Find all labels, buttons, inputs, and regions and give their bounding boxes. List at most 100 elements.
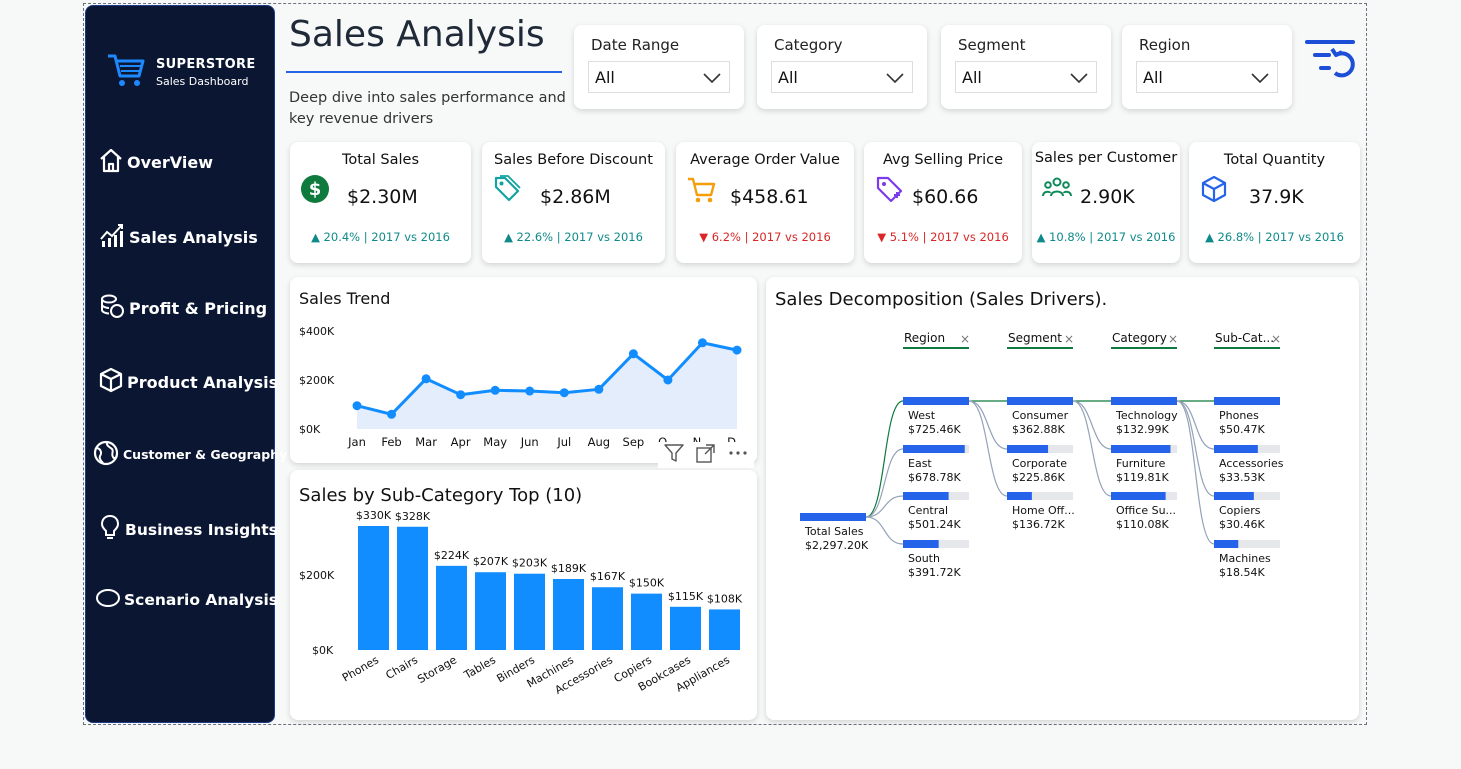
- nav-item-profit-pricing[interactable]: Profit & Pricing: [98, 292, 267, 324]
- kpi-sales-per-customer: Sales per Customer 2.90K ▲ 10.8% | 2017 …: [1032, 142, 1180, 263]
- filter-label: Date Range: [591, 36, 680, 54]
- nav-item-business-insights[interactable]: Business Insights: [98, 513, 278, 547]
- data-point: [732, 345, 742, 355]
- node-label: East: [908, 457, 932, 470]
- bar: [436, 565, 467, 650]
- data-point: [456, 390, 466, 400]
- y-tick-label: $0K: [312, 644, 334, 657]
- data-label: $115K: [668, 590, 704, 603]
- kpi-change: ▼ 6.2% | 2017 vs 2016: [699, 230, 831, 244]
- node-bar: [1111, 492, 1166, 500]
- sales-trend-panel[interactable]: Sales Trend $0K $200K $400K Jan Feb Mar Apr May…: [290, 277, 757, 463]
- data-point: [559, 388, 569, 398]
- kpi-value: $60.66: [912, 186, 979, 208]
- data-point: [352, 401, 362, 411]
- node-value: $725.46K: [908, 423, 961, 436]
- node-value: $132.99K: [1116, 423, 1169, 436]
- remove-level-icon: ×: [1271, 332, 1281, 346]
- tree-connector: [1176, 400, 1215, 545]
- node-bar: [903, 540, 939, 548]
- subcategory-panel[interactable]: Sales by Sub-Category Top (10) $200K $0K $…: [290, 470, 757, 720]
- title-underline: [286, 71, 562, 73]
- node-label: Furniture: [1116, 457, 1166, 470]
- kpi-change: ▲ 10.8% | 2017 vs 2016: [1036, 230, 1176, 244]
- node-label: Accessories: [1219, 457, 1284, 470]
- oval-icon: [95, 587, 121, 613]
- level-header: Segment: [1008, 331, 1062, 345]
- data-label: $207K: [473, 555, 509, 568]
- kpi-value: $458.61: [730, 186, 809, 208]
- node-bar: [1007, 397, 1073, 405]
- more-options-icon[interactable]: [727, 442, 749, 468]
- focus-mode-icon[interactable]: [695, 442, 717, 468]
- nav-item-label: Product Analysis: [127, 372, 279, 392]
- shopping-cart-logo-icon: [106, 50, 146, 94]
- decomposition-panel[interactable]: Sales Decomposition (Sales Drivers). Reg…: [766, 277, 1359, 720]
- root-value: $2,297.20K: [805, 539, 869, 552]
- nav-item-overview[interactable]: OverView: [98, 146, 213, 178]
- filter-date-range: Date Range All: [574, 25, 744, 109]
- cart-icon: [686, 174, 716, 208]
- tree-connector: [1072, 400, 1112, 497]
- date-range-dropdown[interactable]: All: [588, 61, 730, 93]
- bar: [553, 578, 584, 650]
- nav-item-sales-analysis[interactable]: Sales Analysis: [98, 221, 258, 253]
- nav-item-product-analysis[interactable]: Product Analysis: [98, 366, 278, 398]
- category-dropdown[interactable]: All: [771, 61, 913, 93]
- tree-connector: [865, 516, 904, 545]
- nav-item-scenario-analysis[interactable]: Scenario Analysis: [95, 587, 278, 613]
- chart-title: Sales Trend: [299, 289, 391, 308]
- globe-icon: [92, 439, 120, 470]
- brand-subtitle: Sales Dashboard: [156, 74, 249, 88]
- nav-item-customer-geography[interactable]: Customer & Geography: [92, 439, 287, 470]
- node-value: $33.53K: [1219, 471, 1265, 484]
- data-point: [663, 375, 673, 385]
- remove-level-icon: ×: [960, 332, 970, 346]
- subcategory-bar-chart: $200K $0K $330K Phones $328K Chairs $224K Stora…: [299, 509, 743, 697]
- region-dropdown[interactable]: All: [1136, 61, 1278, 93]
- tree-connector: [865, 495, 904, 518]
- node-value: $678.78K: [908, 471, 961, 484]
- reset-filters-icon[interactable]: [1303, 38, 1357, 88]
- box-icon: [98, 366, 124, 398]
- kpi-total-quantity: Total Quantity 37.9K ▲ 26.8% | 2017 vs 2…: [1189, 142, 1360, 263]
- kpi-value: $2.30M: [347, 186, 418, 208]
- kpi-avg-selling-price: Avg Selling Price $60.66 ▼ 5.1% | 2017 v…: [864, 142, 1022, 263]
- brand: SUPERSTORE Sales Dashboard: [106, 50, 256, 94]
- data-point: [525, 386, 535, 396]
- data-point: [421, 374, 431, 384]
- coins-icon: [98, 292, 126, 324]
- x-tick-label: May: [483, 435, 507, 449]
- chart-title: Sales by Sub-Category Top (10): [299, 485, 583, 506]
- level-header: Sub-Cat...: [1215, 331, 1274, 345]
- dropdown-value: All: [1143, 67, 1163, 87]
- tree-connector: [1176, 400, 1215, 450]
- kpi-value: $2.86M: [540, 186, 611, 208]
- trend-area: [357, 342, 737, 429]
- tree-connector: [865, 400, 904, 518]
- trend-line: [356, 341, 738, 416]
- data-label: $224K: [434, 549, 470, 562]
- tree-connector: [1176, 400, 1215, 497]
- bar: [592, 587, 623, 650]
- segment-dropdown[interactable]: All: [955, 61, 1097, 93]
- bar: [631, 593, 662, 650]
- chart-title: Sales Decomposition (Sales Drivers).: [775, 289, 1108, 310]
- node-value: $136.72K: [1012, 518, 1065, 531]
- filter-label: Segment: [958, 36, 1026, 54]
- x-tick-label: Storage: [415, 653, 459, 686]
- root-bar: [800, 513, 866, 521]
- data-label: $330K: [356, 509, 392, 522]
- visual-header-actions: [658, 442, 754, 468]
- filter-icon[interactable]: [663, 442, 685, 468]
- price-tag-icon: [874, 174, 904, 208]
- data-label: $167K: [590, 570, 626, 583]
- nav-item-label: Business Insights: [125, 521, 278, 539]
- kpi-change: ▲ 26.8% | 2017 vs 2016: [1205, 230, 1344, 244]
- node-label: Technology: [1115, 409, 1178, 422]
- kpi-value: 2.90K: [1080, 186, 1135, 208]
- level-header: Category: [1112, 331, 1167, 345]
- decomposition-tree: Region × Segment × Category × Sub-Cat...×Total…: [800, 331, 1284, 579]
- kpi-sales-before-discount: Sales Before Discount $2.86M ▲ 22.6% | 2…: [482, 142, 665, 263]
- bar: [514, 573, 545, 650]
